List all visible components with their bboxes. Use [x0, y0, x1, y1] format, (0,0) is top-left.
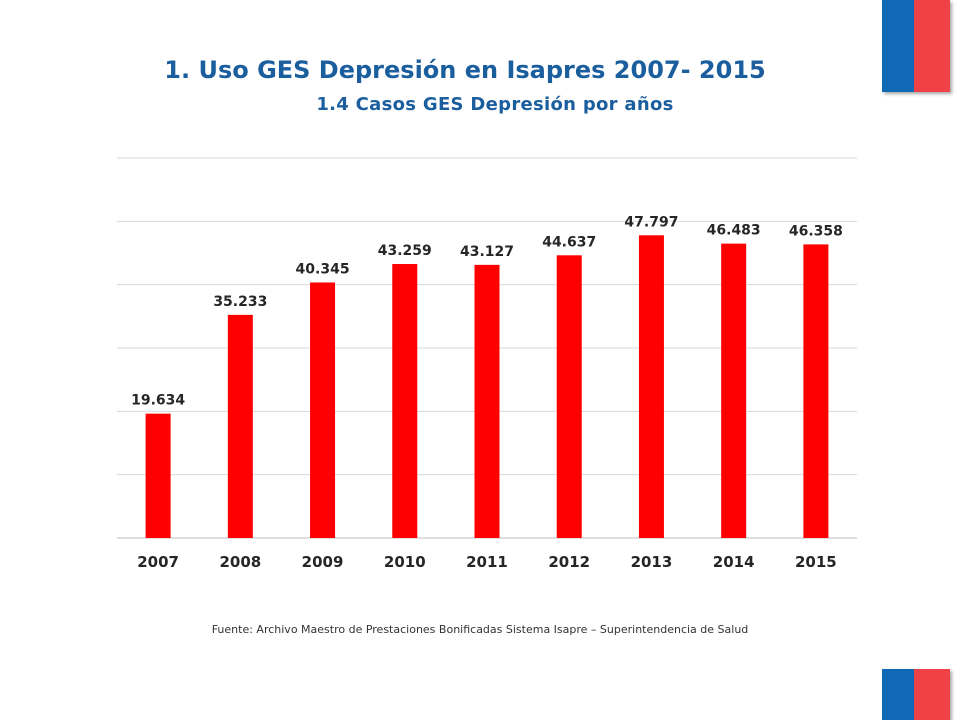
flag-logo-top: [882, 0, 950, 92]
page-subtitle: 1.4 Casos GES Depresión por años: [316, 94, 674, 115]
data-label-2010: 43.259: [378, 243, 432, 259]
bar-2008: [227, 314, 253, 538]
data-label-2008: 35.233: [213, 294, 267, 310]
flag-logo-bottom: [882, 669, 950, 720]
x-tick-2014: 2014: [713, 553, 755, 571]
chart-bars: [145, 235, 829, 539]
bar-2013: [638, 235, 664, 539]
flag-blue-stripe: [882, 669, 914, 720]
x-tick-2013: 2013: [631, 553, 673, 571]
data-label-2009: 40.345: [296, 261, 350, 277]
x-tick-2015: 2015: [795, 553, 837, 571]
bar-2012: [556, 255, 582, 538]
x-tick-2011: 2011: [466, 553, 508, 571]
chart-data-labels: 19.634 35.233 40.345 43.259 43.127 44.637 47.7…: [131, 214, 843, 408]
source-note: Fuente: Archivo Maestro de Prestaciones …: [211, 623, 749, 636]
data-label-2014: 46.483: [707, 223, 761, 239]
bar-2014: [721, 243, 747, 538]
bar-2009: [310, 282, 336, 538]
data-label-2011: 43.127: [460, 244, 514, 260]
x-tick-2008: 2008: [219, 553, 261, 571]
data-label-2013: 47.797: [624, 214, 678, 230]
page-title: 1. Uso GES Depresión en Isapres 2007- 20…: [164, 56, 766, 84]
bar-2015: [803, 244, 829, 538]
bar-2010: [392, 264, 418, 538]
x-tick-2009: 2009: [302, 553, 344, 571]
bar-2007: [145, 413, 171, 538]
data-label-2015: 46.358: [789, 223, 843, 239]
flag-blue-stripe: [882, 0, 914, 92]
flag-red-stripe: [914, 0, 950, 92]
x-tick-2010: 2010: [384, 553, 426, 571]
data-label-2007: 19.634: [131, 393, 185, 409]
x-tick-2007: 2007: [137, 553, 179, 571]
flag-red-stripe: [914, 669, 950, 720]
data-label-2012: 44.637: [542, 234, 596, 250]
x-tick-2012: 2012: [548, 553, 590, 571]
chart-x-tick-labels: 2007 2008 2009 2010 2011 2012 2013 2014 2015: [137, 553, 837, 571]
bar-2011: [474, 264, 500, 538]
